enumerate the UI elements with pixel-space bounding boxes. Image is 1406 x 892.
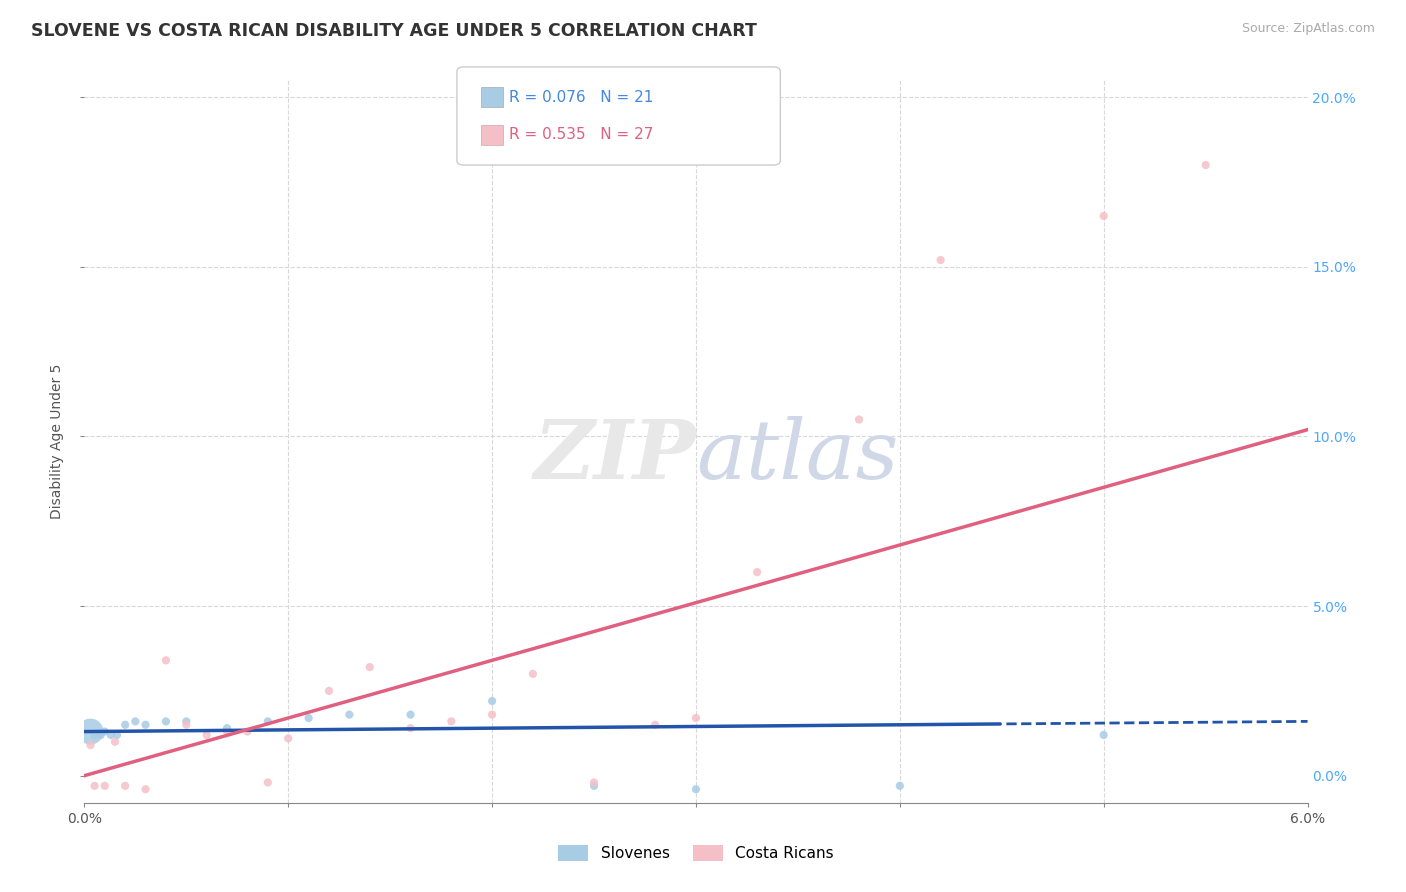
Point xyxy=(399,707,422,722)
Point xyxy=(747,565,769,579)
Point xyxy=(79,724,101,739)
Point xyxy=(83,728,105,742)
Point xyxy=(318,684,340,698)
Point xyxy=(339,707,361,722)
Point xyxy=(93,779,117,793)
Point xyxy=(83,779,105,793)
Point xyxy=(114,779,136,793)
Point xyxy=(583,775,606,789)
Point xyxy=(124,714,146,729)
Point xyxy=(135,782,157,797)
Point xyxy=(298,711,321,725)
Point xyxy=(176,718,198,732)
Point xyxy=(929,253,952,268)
Point xyxy=(176,714,198,729)
Point xyxy=(104,735,127,749)
Point xyxy=(399,721,422,735)
Text: ZIP: ZIP xyxy=(533,416,696,496)
Text: R = 0.535   N = 27: R = 0.535 N = 27 xyxy=(509,128,654,142)
Point xyxy=(105,728,128,742)
Point xyxy=(100,728,122,742)
Point xyxy=(522,666,544,681)
Point xyxy=(257,775,280,789)
Point xyxy=(644,718,666,732)
Point xyxy=(848,412,870,426)
Point xyxy=(685,711,707,725)
Point xyxy=(155,714,177,729)
Point xyxy=(889,779,911,793)
Point xyxy=(217,724,239,739)
Point xyxy=(481,694,503,708)
Point xyxy=(481,707,503,722)
Point xyxy=(90,728,112,742)
Text: atlas: atlas xyxy=(696,416,898,496)
Point xyxy=(114,718,136,732)
Point xyxy=(93,724,117,739)
Point xyxy=(277,731,299,746)
Point xyxy=(236,724,259,739)
Point xyxy=(440,714,463,729)
Point xyxy=(257,714,280,729)
Point xyxy=(1092,728,1115,742)
Text: R = 0.076   N = 21: R = 0.076 N = 21 xyxy=(509,90,654,104)
Legend: Slovenes, Costa Ricans: Slovenes, Costa Ricans xyxy=(551,839,841,867)
Point xyxy=(1195,158,1218,172)
Point xyxy=(195,728,218,742)
Point xyxy=(1092,209,1115,223)
Point xyxy=(685,782,707,797)
Point xyxy=(79,738,101,752)
Point xyxy=(135,718,157,732)
Point xyxy=(583,779,606,793)
Point xyxy=(359,660,381,674)
Text: SLOVENE VS COSTA RICAN DISABILITY AGE UNDER 5 CORRELATION CHART: SLOVENE VS COSTA RICAN DISABILITY AGE UN… xyxy=(31,22,756,40)
Point xyxy=(217,721,239,735)
Text: Source: ZipAtlas.com: Source: ZipAtlas.com xyxy=(1241,22,1375,36)
Point xyxy=(155,653,177,667)
Y-axis label: Disability Age Under 5: Disability Age Under 5 xyxy=(51,364,65,519)
